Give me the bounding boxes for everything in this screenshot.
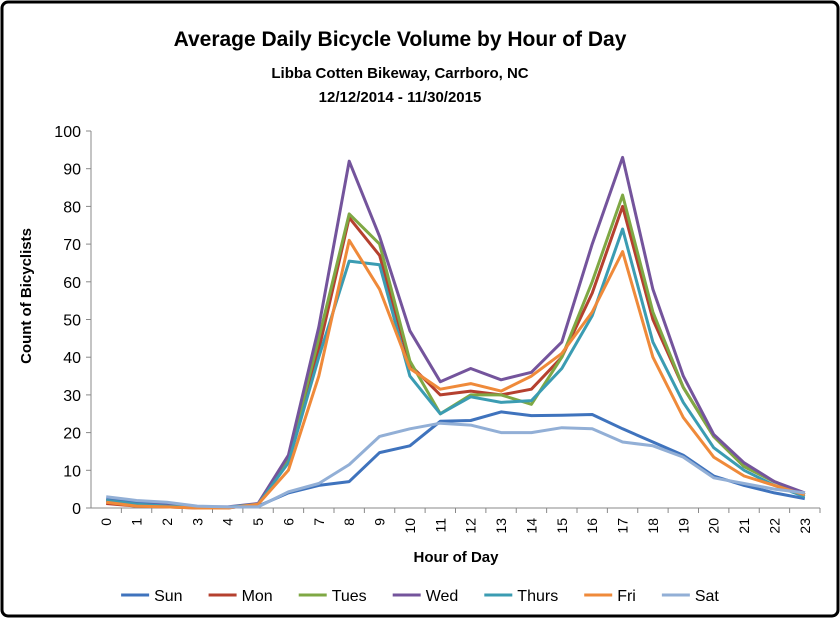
y-tick-label: 70 (63, 237, 81, 254)
x-tick-label: 10 (402, 518, 418, 534)
y-tick-label: 80 (63, 199, 81, 216)
y-tick-label: 50 (63, 313, 81, 330)
legend-label: Mon (242, 588, 273, 605)
date-range: 12/12/2014 - 11/30/2015 (319, 89, 482, 106)
x-tick-label: 15 (554, 518, 570, 534)
x-tick-label: 20 (706, 518, 722, 534)
y-tick-label: 100 (54, 124, 81, 141)
x-tick-label: 18 (645, 518, 661, 534)
y-tick-label: 60 (63, 275, 81, 292)
x-tick-label: 12 (463, 518, 479, 534)
y-tick-label: 90 (63, 162, 81, 179)
x-tick-label: 16 (584, 518, 600, 534)
x-tick-label: 0 (98, 518, 114, 526)
x-tick-label: 19 (675, 518, 691, 534)
x-tick-label: 22 (766, 518, 782, 534)
x-tick-label: 13 (493, 518, 509, 534)
x-tick-label: 3 (189, 518, 205, 526)
x-tick-label: 8 (341, 518, 357, 526)
x-tick-label: 21 (736, 518, 752, 534)
x-tick-label: 7 (311, 518, 327, 526)
series-line (106, 421, 805, 509)
legend-label: Thurs (517, 588, 558, 605)
chart-subtitle: Libba Cotten Bikeway, Carrboro, NC (271, 65, 528, 82)
legend-label: Sun (154, 588, 182, 605)
x-tick-label: 9 (372, 518, 388, 526)
chart-title: Average Daily Bicycle Volume by Hour of … (174, 28, 627, 51)
legend-label: Sat (695, 588, 720, 605)
legend-label: Tues (332, 588, 367, 605)
y-axis-label: Count of Bicyclists (18, 228, 35, 364)
x-tick-label: 2 (159, 518, 175, 526)
legend-label: Fri (617, 588, 636, 605)
y-tick-label: 30 (63, 388, 81, 405)
x-tick-label: 5 (250, 518, 266, 526)
x-axis-label: Hour of Day (413, 549, 499, 566)
x-tick-label: 17 (615, 518, 631, 534)
x-tick-label: 1 (129, 518, 145, 526)
x-tick-label: 11 (432, 518, 448, 533)
y-tick-label: 40 (63, 350, 81, 367)
legend-label: Wed (426, 588, 459, 605)
y-tick-label: 20 (63, 426, 81, 443)
x-tick-label: 23 (797, 518, 813, 534)
y-tick-label: 10 (63, 463, 81, 480)
x-tick-label: 6 (280, 518, 296, 526)
x-tick-label: 4 (220, 518, 236, 526)
x-tick-label: 14 (523, 518, 539, 534)
y-tick-label: 0 (72, 501, 81, 518)
